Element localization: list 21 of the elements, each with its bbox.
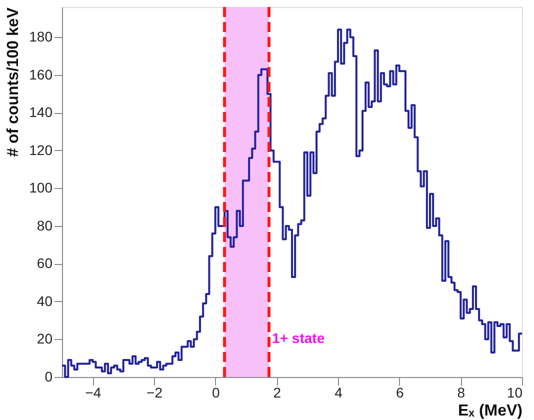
x-tick-label: 2 [273, 384, 282, 400]
x-tick-label: 0 [212, 384, 220, 400]
y-tick-label: 0 [44, 368, 53, 384]
y-tick-label: 20 [36, 330, 53, 347]
x-tick-label: 10 [506, 384, 523, 400]
y-tick-label: 40 [36, 292, 53, 309]
y-tick-label: 160 [29, 66, 53, 82]
x-tick-label: 8 [457, 384, 466, 400]
y-tick-label: 140 [29, 104, 53, 120]
x-tick-label: −4 [85, 384, 102, 400]
x-tick-label: 4 [334, 384, 343, 400]
y-tick-label: 100 [29, 180, 53, 196]
annotation: 1+ state [272, 330, 325, 346]
y-tick-label: 60 [36, 255, 53, 272]
x-axis-title: Eₓ (MeV) [458, 402, 522, 420]
y-tick-label: 120 [29, 142, 53, 158]
x-tick-label: 6 [396, 384, 404, 400]
y-tick-label: 180 [29, 28, 53, 45]
y-tick-label: 80 [36, 217, 53, 234]
x-tick-label: −2 [146, 384, 163, 400]
y-axis-title: # of counts/100 keV [5, 7, 22, 157]
